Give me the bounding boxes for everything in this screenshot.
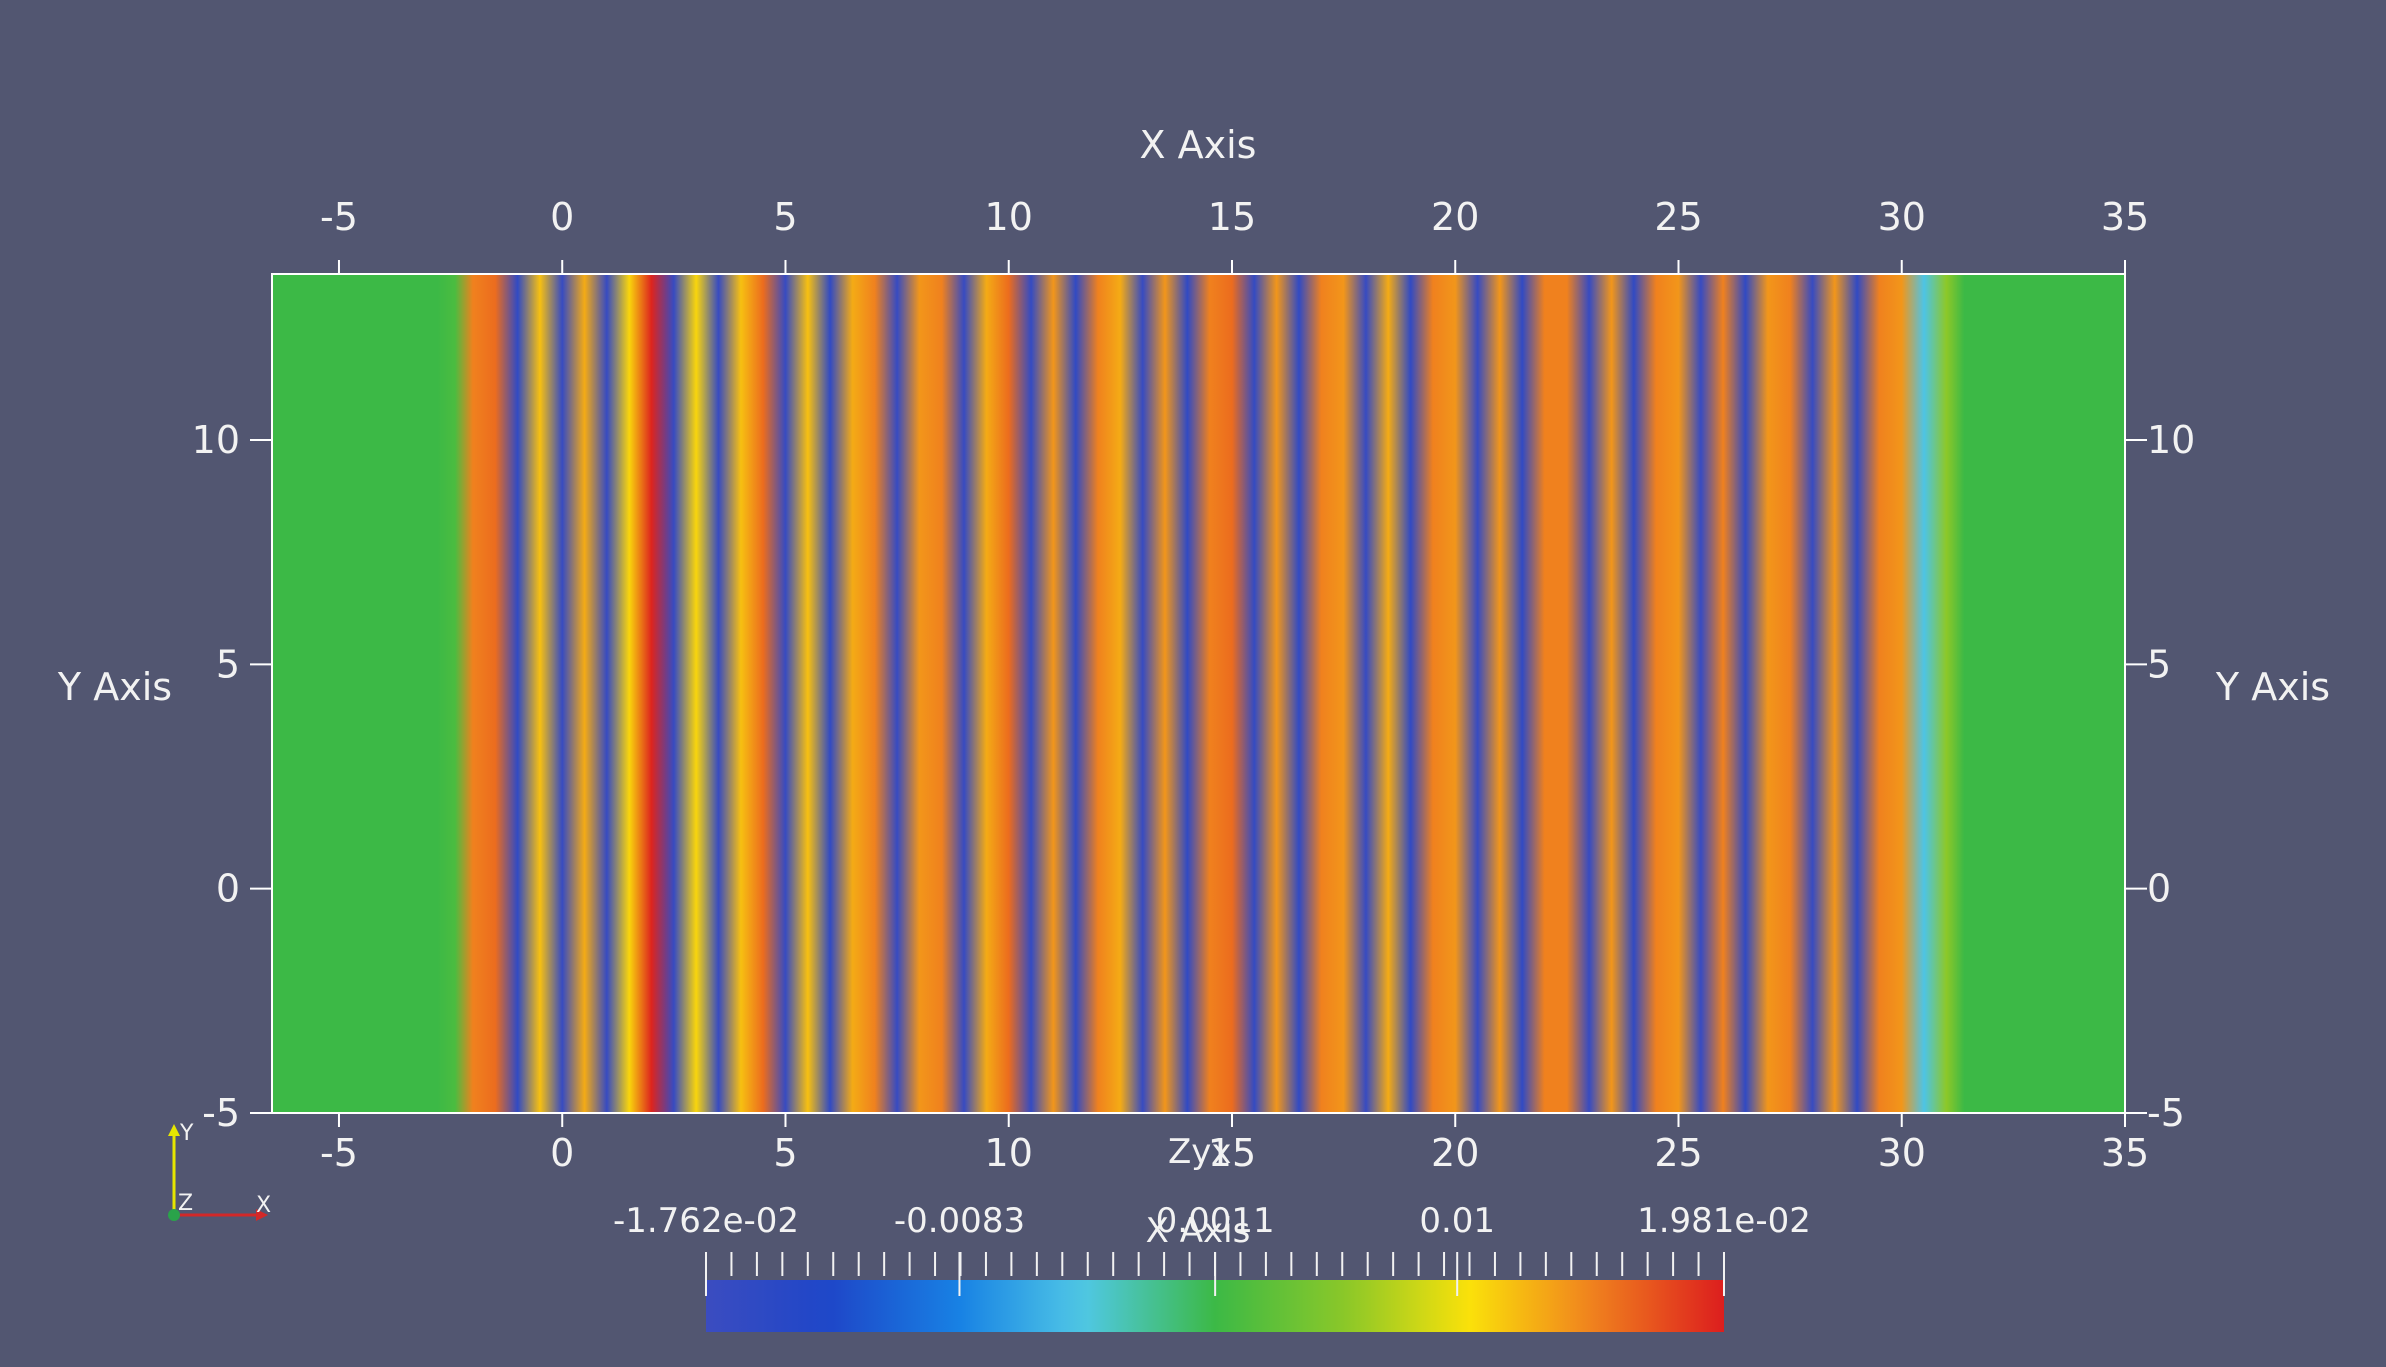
x-tick-label-top: 35 bbox=[2101, 195, 2149, 239]
y-tick-label-left: -5 bbox=[202, 1091, 240, 1135]
y-tick-label-left: 10 bbox=[192, 418, 240, 462]
x-tick-label-bottom: 0 bbox=[550, 1131, 574, 1175]
orientation-axes[interactable]: Y Z X bbox=[168, 1121, 271, 1221]
orientation-x-arrow-icon bbox=[256, 1209, 268, 1221]
plot-frame bbox=[271, 273, 2126, 1114]
heatmap-field[interactable] bbox=[272, 274, 2125, 1113]
x-tick-label-bottom: 20 bbox=[1431, 1131, 1479, 1175]
y-tick-label-right: 0 bbox=[2147, 867, 2171, 911]
orientation-z-dot bbox=[168, 1209, 180, 1221]
x-tick-label-bottom: 15 bbox=[1208, 1131, 1256, 1175]
colorbar-title: X Axis bbox=[1146, 1211, 1251, 1251]
orientation-label-x: X bbox=[256, 1193, 271, 1218]
colorbar-tick-label: -0.0083 bbox=[894, 1201, 1025, 1241]
x-tick-label-top: 30 bbox=[1878, 195, 1926, 239]
orientation-label-y: Y bbox=[179, 1121, 194, 1146]
x-axis-title-top: X Axis bbox=[1140, 123, 1257, 167]
orientation-y-arrow-icon bbox=[168, 1124, 180, 1136]
y-axis-left: -5 0 5 10 bbox=[192, 418, 272, 1135]
y-tick-label-left: 5 bbox=[216, 642, 240, 686]
x-tick-label-bottom: 5 bbox=[773, 1131, 797, 1175]
y-axis-right: -5 0 5 10 bbox=[2125, 418, 2195, 1135]
overlay-label: Zyx bbox=[1168, 1132, 1232, 1172]
x-tick-label-top: -5 bbox=[320, 195, 358, 239]
x-tick-label-bottom: -5 bbox=[320, 1131, 358, 1175]
orientation-label-z: Z bbox=[178, 1191, 193, 1216]
x-tick-label-bottom: 10 bbox=[985, 1131, 1033, 1175]
x-tick-label-bottom: 25 bbox=[1654, 1131, 1702, 1175]
colorbar-tick-label: 1.981e-02 bbox=[1637, 1201, 1811, 1241]
colorbar-tick-labels: -1.762e-02 -0.0083 0.0011 0.01 1.981e-02 bbox=[613, 1201, 1811, 1296]
y-tick-label-right: 10 bbox=[2147, 418, 2195, 462]
y-tick-label-right: -5 bbox=[2147, 1091, 2185, 1135]
x-tick-label-top: 20 bbox=[1431, 195, 1479, 239]
colorbar-tick-label: 0.01 bbox=[1419, 1201, 1495, 1241]
y-tick-label-right: 5 bbox=[2147, 642, 2171, 686]
colorbar-tick-label: -1.762e-02 bbox=[613, 1201, 799, 1241]
colorbar[interactable]: -1.762e-02 -0.0083 0.0011 0.01 1.981e-02 X A… bbox=[613, 1201, 1811, 1332]
x-tick-label-top: 0 bbox=[550, 195, 574, 239]
x-tick-label-top: 10 bbox=[985, 195, 1033, 239]
x-tick-label-top: 5 bbox=[773, 195, 797, 239]
x-tick-label-top: 25 bbox=[1654, 195, 1702, 239]
y-axis-title-right: Y Axis bbox=[2215, 665, 2330, 709]
x-tick-label-top: 15 bbox=[1208, 195, 1256, 239]
x-axis-top: -5 0 5 10 15 20 25 30 35 bbox=[320, 195, 2149, 274]
y-axis-title-left: Y Axis bbox=[57, 665, 172, 709]
y-tick-label-left: 0 bbox=[216, 867, 240, 911]
x-axis-bottom: -5 0 5 10 15 20 25 30 35 bbox=[320, 1113, 2149, 1175]
x-tick-label-bottom: 30 bbox=[1878, 1131, 1926, 1175]
colorbar-tick-label: 0.0011 bbox=[1156, 1201, 1275, 1241]
x-tick-label-bottom: 35 bbox=[2101, 1131, 2149, 1175]
